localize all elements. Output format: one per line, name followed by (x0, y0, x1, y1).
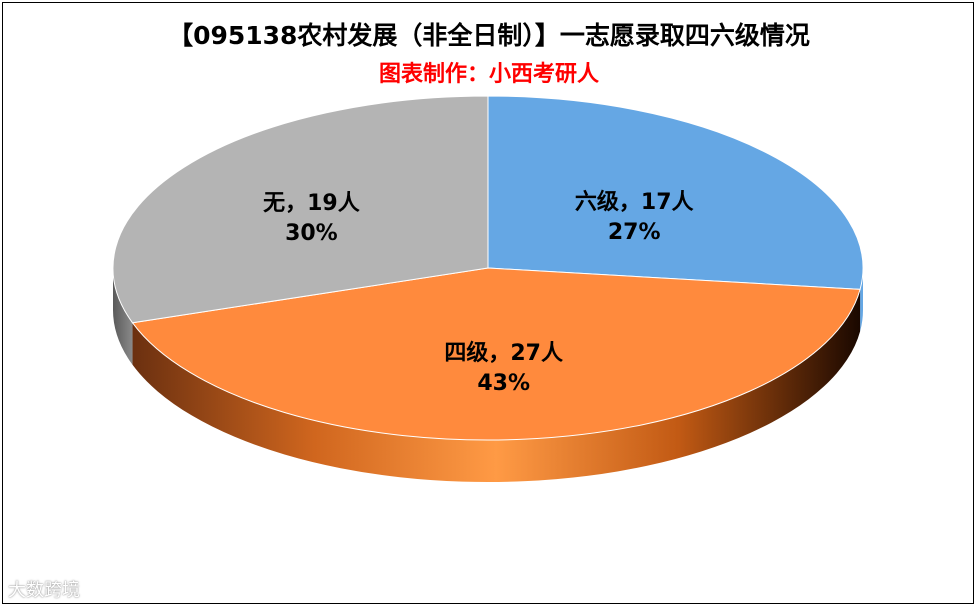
watermark: 大数跨境 (8, 580, 80, 601)
pie-slice-1 (131, 267, 861, 441)
pie-labels: 六级，17人 27% 四级，27人 43% 无，19人 30% (263, 189, 693, 396)
slice-label-0-line1: 六级，17人 (575, 189, 694, 215)
pie-slice-0 (487, 95, 864, 290)
slice-label-0-line2: 27% (608, 220, 661, 245)
chart-title: 【095138农村发展（非全日制）】一志愿录取四六级情况 (168, 21, 810, 50)
slice-label-1-line1: 四级，27人 (444, 340, 563, 366)
pie-side-2 (113, 268, 133, 365)
pie-side-1 (132, 289, 861, 482)
slice-label-1-line2: 43% (477, 371, 530, 396)
pie-slice-2 (112, 95, 489, 324)
slice-label-2-line2: 30% (285, 221, 338, 246)
pie-sides (113, 268, 863, 482)
chart-subtitle: 图表制作：小西考研人 (378, 62, 599, 87)
pie-tops (112, 95, 864, 441)
slice-label-2-line1: 无，19人 (263, 191, 360, 216)
pie-side-0 (860, 268, 863, 332)
